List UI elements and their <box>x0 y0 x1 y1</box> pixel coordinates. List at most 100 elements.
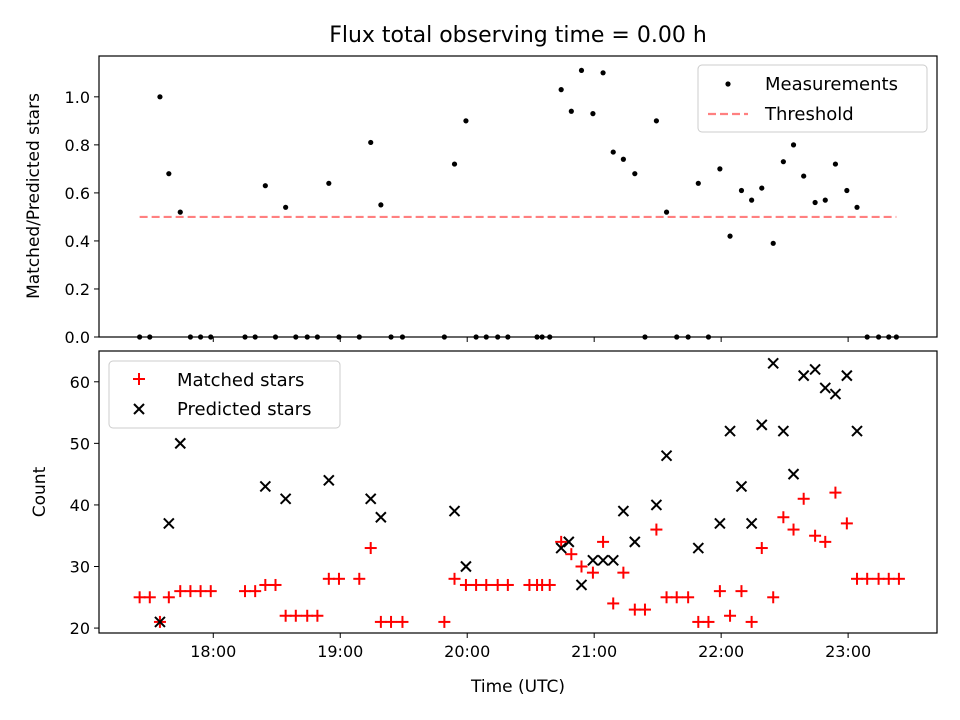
matched-star-point <box>586 566 599 579</box>
measurement-point <box>854 204 860 210</box>
bottom-legend-box <box>108 360 341 429</box>
matched-star-point <box>660 591 673 604</box>
matched-star-point <box>480 578 493 591</box>
predicted-star-point <box>154 616 166 628</box>
measurement-point <box>451 161 458 167</box>
x-tick-label: 20:00 <box>444 642 490 661</box>
top-y-tick-label: 0.0 <box>65 328 90 347</box>
predicted-star-point <box>575 579 588 591</box>
measurement-point <box>663 209 670 215</box>
predicted-star-point <box>617 505 630 517</box>
predicted-star-point <box>629 536 641 548</box>
predicted-star-point <box>650 499 663 511</box>
predicted-star-point <box>563 536 575 548</box>
measurement-point <box>822 197 828 203</box>
x-tick-label: 21:00 <box>571 642 617 661</box>
matched-star-point <box>204 585 217 598</box>
matched-star-point <box>851 572 864 585</box>
matched-star-point <box>322 572 335 585</box>
predicted-star-point <box>587 554 599 567</box>
legend-predicted-label: Predicted stars <box>177 399 311 420</box>
matched-star-point <box>755 542 768 555</box>
top-y-tick-label: 0.2 <box>65 280 90 299</box>
matched-star-point <box>670 591 683 604</box>
predicted-star-point <box>797 369 810 382</box>
bottom-y-tick-label: 40 <box>70 496 90 515</box>
top-legend-box <box>697 64 928 133</box>
matched-star-point <box>353 572 366 585</box>
measurement-point <box>620 156 626 162</box>
bottom-x-ticks: 18:00 19:00 20:00 21:00 22:00 23:00 <box>190 633 871 661</box>
x-axis-label: Time (UTC) <box>470 677 565 697</box>
measurement-point <box>749 197 755 203</box>
predicted-star-point <box>809 363 821 376</box>
matched-star-point <box>735 585 748 598</box>
measurement-point <box>262 183 268 189</box>
chart-title: Flux total observing time = 0.00 h <box>329 23 707 48</box>
measurement-point <box>600 70 606 76</box>
matched-star-point <box>385 615 398 628</box>
measurement-point <box>157 94 163 100</box>
bottom-legend: Matched stars Predicted stars <box>108 360 341 429</box>
matched-star-point <box>724 609 737 622</box>
bottom-plot-frame <box>98 350 938 634</box>
x-tick-label: 22:00 <box>698 642 744 661</box>
x-tick-label: 18:00 <box>190 642 236 661</box>
legend-measurements-label: Measurements <box>765 74 898 95</box>
x-tick-label: 19:00 <box>317 642 363 661</box>
matched-star-point <box>840 517 853 530</box>
matched-star-point <box>882 572 895 585</box>
matched-star-point <box>133 591 146 604</box>
predicted-star-point <box>365 493 377 505</box>
matched-star-point <box>861 572 874 585</box>
matched-star-point <box>501 578 514 591</box>
predicted-stars-series <box>154 357 863 628</box>
legend-matched-marker <box>133 373 145 385</box>
bottom-y-tick-label: 60 <box>70 373 90 392</box>
measurement-point <box>590 111 596 117</box>
matched-star-point <box>628 603 641 616</box>
matched-star-point <box>184 585 197 598</box>
matched-star-point <box>279 609 292 622</box>
predicted-star-point <box>767 357 779 370</box>
matched-star-point <box>597 535 610 548</box>
measurement-point <box>770 240 776 246</box>
matched-star-point <box>682 591 695 604</box>
matched-star-point <box>819 535 832 548</box>
measurement-point <box>558 87 564 93</box>
matched-star-point <box>364 542 377 555</box>
predicted-star-point <box>163 517 175 530</box>
measurement-point <box>177 209 183 215</box>
measurement-point <box>780 159 786 165</box>
predicted-star-point <box>745 517 758 530</box>
bottom-y-axis-label: Count <box>30 466 50 517</box>
bottom-y-tick-label: 20 <box>70 619 90 638</box>
predicted-star-point <box>777 425 790 437</box>
predicted-star-point <box>787 468 800 480</box>
matched-star-point <box>396 615 409 628</box>
measurement-point <box>759 185 765 191</box>
predicted-star-point <box>555 542 567 554</box>
measurement-point <box>801 173 807 179</box>
matched-star-point <box>259 578 272 591</box>
legend-matched-label: Matched stars <box>177 370 304 391</box>
predicted-star-point <box>323 474 335 487</box>
matched-star-point <box>289 609 302 622</box>
matched-star-point <box>617 566 630 579</box>
predicted-star-point <box>660 449 673 462</box>
matched-star-point <box>607 597 620 610</box>
measurement-point <box>632 171 638 177</box>
measurement-point <box>578 67 585 74</box>
measurement-point <box>695 180 701 186</box>
matched-star-point <box>692 615 705 628</box>
matched-star-point <box>374 615 387 628</box>
predicted-star-point <box>692 542 705 554</box>
matched-star-point <box>892 572 905 585</box>
predicted-star-point <box>829 388 842 400</box>
matched-star-point <box>638 603 651 616</box>
matched-star-point <box>555 535 568 548</box>
measurement-point <box>368 139 374 146</box>
measurement-point <box>568 108 574 114</box>
top-panel: Matched/Predicted stars 0.0 0.2 0.4 0.6 0.8 1… <box>24 55 938 347</box>
bottom-y-tick-label: 30 <box>70 558 90 577</box>
